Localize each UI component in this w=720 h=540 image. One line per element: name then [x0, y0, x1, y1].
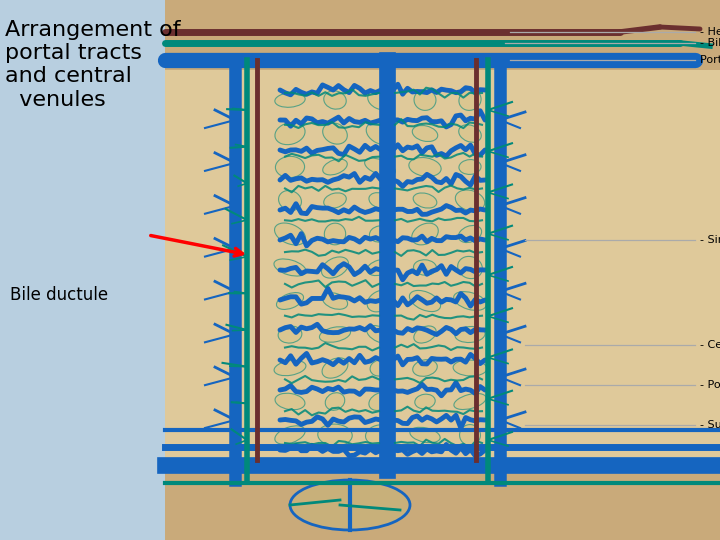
Ellipse shape — [459, 125, 481, 142]
Ellipse shape — [279, 191, 302, 211]
Ellipse shape — [275, 426, 305, 444]
Ellipse shape — [455, 190, 485, 211]
Ellipse shape — [290, 480, 410, 530]
Ellipse shape — [278, 326, 302, 343]
Ellipse shape — [413, 193, 437, 208]
Ellipse shape — [324, 223, 346, 245]
Ellipse shape — [370, 360, 390, 376]
Ellipse shape — [413, 360, 437, 376]
Ellipse shape — [453, 360, 487, 376]
Ellipse shape — [414, 90, 436, 110]
Ellipse shape — [275, 123, 305, 145]
Bar — [165, 460, 720, 540]
Ellipse shape — [410, 291, 441, 312]
Text: - Portal space: - Portal space — [700, 380, 720, 390]
Ellipse shape — [410, 427, 440, 443]
Ellipse shape — [367, 259, 393, 275]
Ellipse shape — [366, 326, 393, 343]
Ellipse shape — [459, 90, 481, 110]
Ellipse shape — [413, 260, 436, 275]
Ellipse shape — [454, 394, 486, 409]
Ellipse shape — [364, 158, 395, 176]
Ellipse shape — [454, 292, 486, 310]
Ellipse shape — [369, 226, 390, 242]
Ellipse shape — [320, 327, 351, 342]
Ellipse shape — [276, 157, 305, 178]
Text: Arrangement of
portal tracts
and central
  venules: Arrangement of portal tracts and central… — [5, 20, 181, 110]
Ellipse shape — [274, 223, 305, 245]
Ellipse shape — [274, 259, 306, 276]
Ellipse shape — [459, 225, 482, 242]
Text: - Bile duct: - Bile duct — [700, 38, 720, 48]
Ellipse shape — [324, 193, 346, 208]
Ellipse shape — [322, 358, 348, 378]
Ellipse shape — [415, 394, 435, 409]
Ellipse shape — [367, 290, 393, 312]
Ellipse shape — [323, 123, 347, 144]
Ellipse shape — [459, 424, 480, 445]
Text: - Central vein: - Central vein — [700, 340, 720, 350]
Text: Bile ductule: Bile ductule — [10, 286, 108, 304]
Ellipse shape — [325, 393, 345, 410]
Bar — [165, 0, 720, 70]
Ellipse shape — [323, 293, 348, 309]
Ellipse shape — [324, 91, 346, 109]
Ellipse shape — [369, 393, 391, 410]
Bar — [165, 0, 720, 540]
Text: - Sinusoids: - Sinusoids — [700, 235, 720, 245]
Ellipse shape — [368, 90, 392, 110]
Text: Portal vein (branch): Portal vein (branch) — [700, 55, 720, 65]
Ellipse shape — [276, 293, 304, 309]
Ellipse shape — [455, 327, 485, 342]
Ellipse shape — [459, 160, 481, 174]
Ellipse shape — [274, 360, 306, 376]
Ellipse shape — [321, 257, 348, 278]
Ellipse shape — [413, 125, 438, 141]
Ellipse shape — [275, 93, 305, 107]
Ellipse shape — [458, 256, 482, 279]
Ellipse shape — [369, 193, 391, 208]
Ellipse shape — [412, 223, 438, 245]
Ellipse shape — [275, 393, 305, 410]
Ellipse shape — [323, 159, 347, 175]
Ellipse shape — [414, 326, 436, 343]
Text: - Sublobular vein: - Sublobular vein — [700, 420, 720, 430]
Ellipse shape — [366, 123, 394, 145]
Ellipse shape — [409, 158, 441, 177]
Ellipse shape — [366, 425, 395, 445]
Ellipse shape — [318, 424, 352, 446]
Text: - Hepatic artery (branch): - Hepatic artery (branch) — [700, 27, 720, 37]
